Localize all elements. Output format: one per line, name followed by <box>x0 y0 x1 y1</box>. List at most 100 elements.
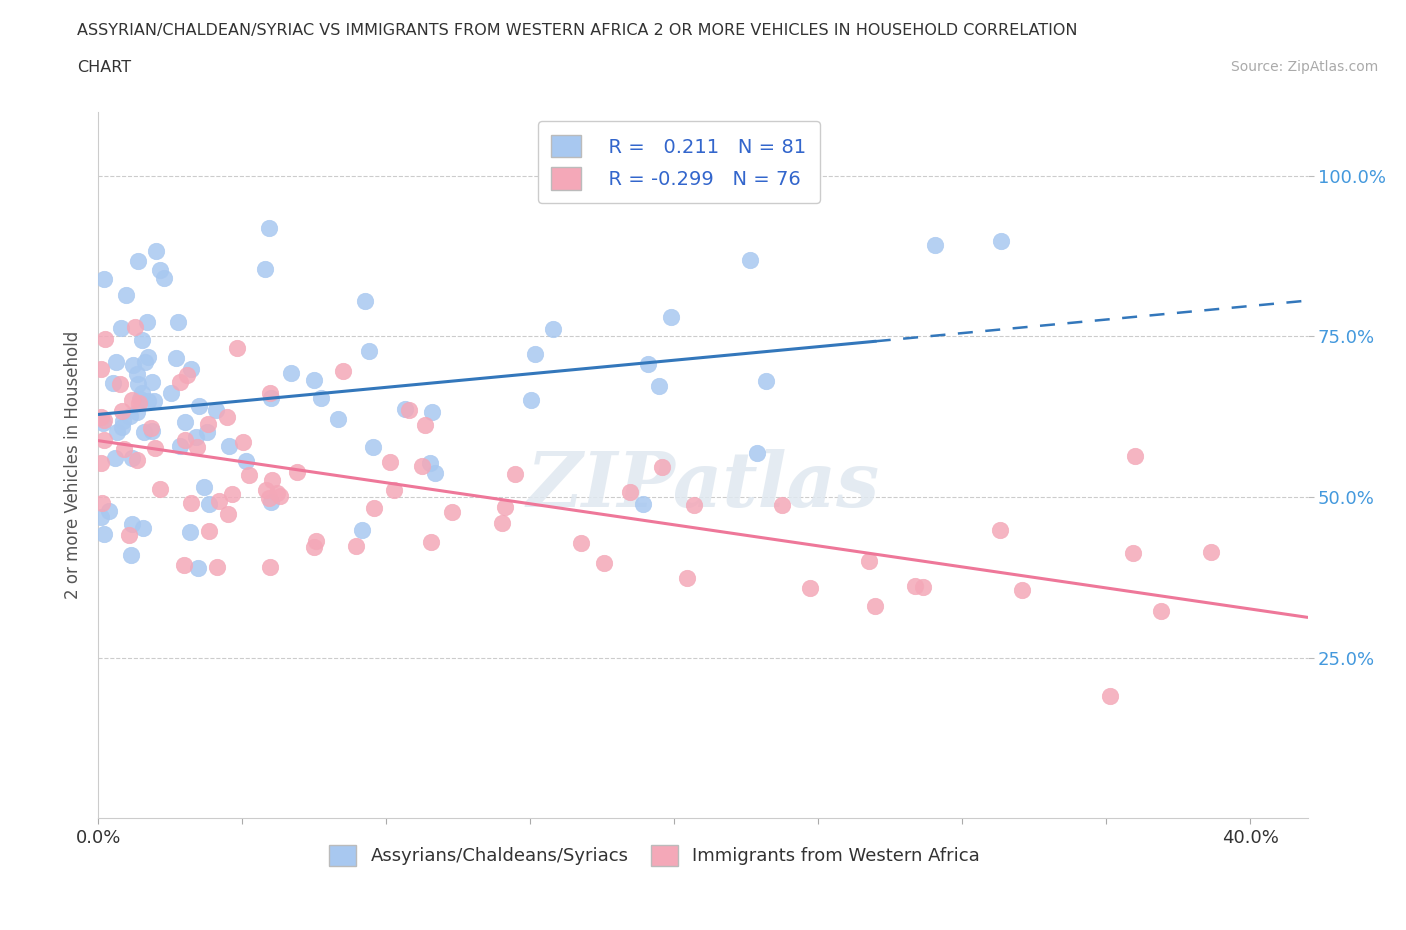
Text: CHART: CHART <box>77 60 131 75</box>
Point <box>280 365 302 380</box>
Point <box>127 253 149 268</box>
Point <box>1123 448 1146 463</box>
Point <box>90 456 112 471</box>
Point <box>238 468 260 483</box>
Point <box>186 439 208 454</box>
Point <box>344 538 367 553</box>
Point <box>354 293 377 308</box>
Point <box>110 320 132 335</box>
Point <box>302 539 325 554</box>
Point <box>104 451 127 466</box>
Point <box>218 438 240 453</box>
Point <box>226 340 249 355</box>
Point <box>328 411 350 426</box>
Point <box>398 403 420 418</box>
Point <box>411 458 433 473</box>
Point <box>990 233 1012 248</box>
Point <box>260 494 283 509</box>
Point <box>419 534 441 549</box>
Point <box>221 486 243 501</box>
Point <box>648 379 671 393</box>
Point <box>637 357 659 372</box>
Point <box>128 396 150 411</box>
Text: ASSYRIAN/CHALDEAN/SYRIAC VS IMMIGRANTS FROM WESTERN AFRICA 2 OR MORE VEHICLES IN: ASSYRIAN/CHALDEAN/SYRIAC VS IMMIGRANTS F… <box>77 23 1078 38</box>
Point <box>138 394 160 409</box>
Point <box>120 548 142 563</box>
Point <box>232 434 254 449</box>
Point <box>121 450 143 465</box>
Point <box>378 455 401 470</box>
Point <box>357 344 380 359</box>
Point <box>180 361 202 376</box>
Point <box>413 418 436 432</box>
Point <box>105 424 128 439</box>
Point <box>619 485 641 499</box>
Point <box>503 466 526 481</box>
Point <box>651 459 673 474</box>
Point <box>740 253 762 268</box>
Point <box>111 413 134 428</box>
Point <box>491 516 513 531</box>
Point <box>136 314 159 329</box>
Point <box>90 410 112 425</box>
Point <box>93 413 115 428</box>
Point <box>259 560 281 575</box>
Point <box>134 354 156 369</box>
Legend: Assyrians/Chaldeans/Syriacs, Immigrants from Western Africa: Assyrians/Chaldeans/Syriacs, Immigrants … <box>322 838 987 873</box>
Point <box>90 510 112 525</box>
Point <box>217 410 239 425</box>
Point <box>309 391 332 405</box>
Point <box>523 347 546 362</box>
Point <box>118 527 141 542</box>
Point <box>153 271 176 286</box>
Point <box>145 244 167 259</box>
Point <box>132 425 155 440</box>
Point <box>169 438 191 453</box>
Point <box>254 482 277 497</box>
Point <box>262 473 284 488</box>
Point <box>350 523 373 538</box>
Point <box>1199 544 1222 559</box>
Point <box>217 506 239 521</box>
Point <box>122 357 145 372</box>
Point <box>118 408 141 423</box>
Point <box>94 332 117 347</box>
Point <box>419 455 441 470</box>
Point <box>173 433 195 448</box>
Point <box>114 287 136 302</box>
Point <box>332 364 354 379</box>
Point <box>174 415 197 430</box>
Point <box>125 405 148 419</box>
Point <box>1099 688 1122 703</box>
Point <box>543 322 565 337</box>
Point <box>111 404 134 418</box>
Point <box>257 220 280 235</box>
Point <box>631 497 654 512</box>
Point <box>112 442 135 457</box>
Point <box>988 523 1011 538</box>
Point <box>394 401 416 416</box>
Point <box>745 445 768 460</box>
Point <box>90 362 112 377</box>
Point <box>143 440 166 455</box>
Point <box>180 496 202 511</box>
Point <box>205 560 228 575</box>
Point <box>285 465 308 480</box>
Point <box>253 261 276 276</box>
Point <box>1011 583 1033 598</box>
Point <box>131 332 153 347</box>
Point <box>90 495 112 510</box>
Point <box>124 320 146 335</box>
Point <box>266 485 288 500</box>
Point <box>198 524 221 538</box>
Text: ZIPatlas: ZIPatlas <box>526 449 880 524</box>
Point <box>111 419 134 434</box>
Point <box>121 517 143 532</box>
Point <box>108 377 131 392</box>
Point <box>193 480 215 495</box>
Point <box>141 424 163 439</box>
Point <box>187 398 209 413</box>
Point <box>519 392 541 407</box>
Point <box>569 535 592 550</box>
Point <box>799 580 821 595</box>
